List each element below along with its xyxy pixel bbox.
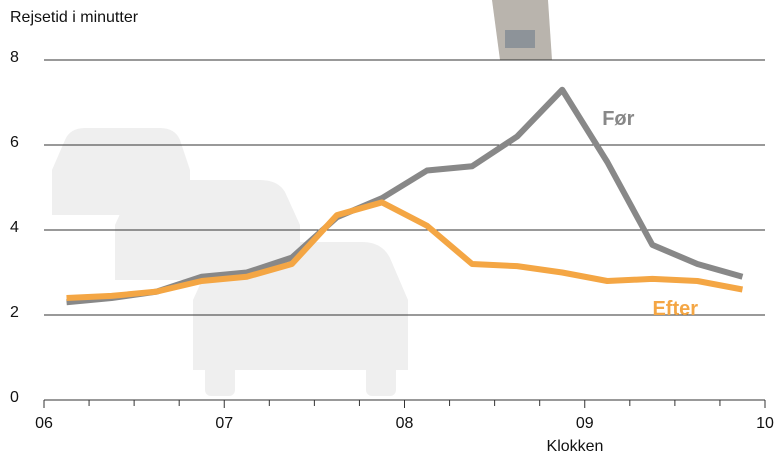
legend-label: Før — [602, 108, 634, 130]
y-tick-label: 6 — [10, 134, 19, 151]
x-tick-label: 08 — [396, 415, 414, 432]
y-tick-label: 8 — [10, 49, 19, 66]
y-tick-label: 2 — [10, 304, 19, 321]
x-tick-label: 07 — [215, 415, 233, 432]
line-series — [66, 199, 744, 301]
x-tick-label: 09 — [576, 415, 594, 432]
y-tick-label: 4 — [10, 219, 19, 236]
background-art — [52, 0, 552, 396]
x-tick-label: 10 — [756, 415, 774, 432]
x-tick-label: 06 — [35, 415, 53, 432]
y-axis-title: Rejsetid i minutter — [10, 9, 139, 26]
y-tick-label: 0 — [10, 389, 19, 406]
legend-label: Efter — [652, 298, 698, 320]
x-axis-title: Klokken — [547, 438, 604, 455]
